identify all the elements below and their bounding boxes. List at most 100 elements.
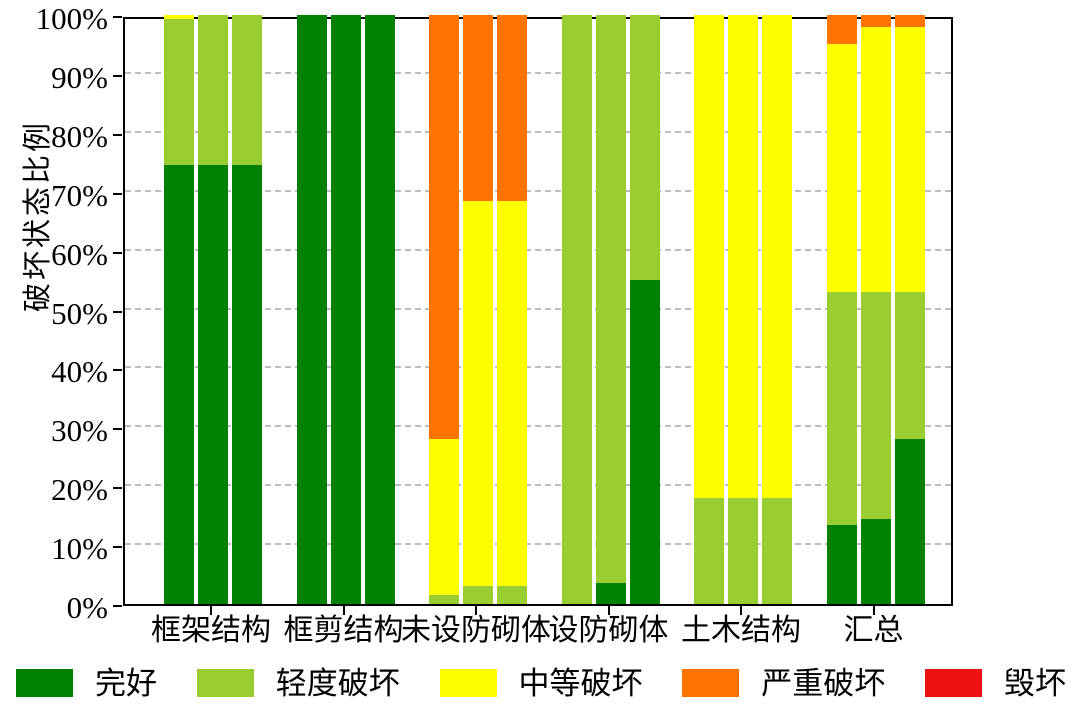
legend-item-严重破坏: 严重破坏 — [682, 668, 885, 699]
x-tick-mark — [872, 606, 875, 615]
x-tick-label: 设防砌体 — [548, 614, 669, 647]
bar-segment-完好 — [364, 15, 395, 604]
legend-item-完好: 完好 — [16, 668, 157, 699]
x-tick-mark — [210, 606, 212, 615]
bar-segment-中等破坏 — [762, 15, 792, 498]
bar-segment-轻度破坏 — [728, 497, 758, 604]
legend-item-轻度破坏: 轻度破坏 — [196, 665, 400, 701]
y-tick-mark — [113, 74, 122, 77]
bar-segment-完好 — [595, 583, 626, 604]
bar-segment-轻度破坏 — [629, 15, 660, 281]
y-tick-mark — [113, 310, 122, 313]
x-tick-mark — [740, 606, 742, 615]
x-tick-label: 框架结构 — [151, 614, 271, 647]
bar-segment-完好 — [894, 439, 925, 604]
y-tick-label: 30% — [51, 413, 108, 449]
bar-segment-完好 — [826, 524, 857, 604]
y-tick-label: 20% — [51, 472, 108, 508]
bar-segment-中等破坏 — [429, 439, 459, 596]
x-tick-label: 土木结构 — [681, 614, 801, 647]
legend-label: 严重破坏 — [761, 665, 886, 701]
y-tick-mark — [113, 487, 122, 490]
legend-swatch-中等破坏 — [439, 669, 497, 697]
bar-segment-中等破坏 — [894, 26, 925, 292]
legend-swatch-严重破坏 — [682, 669, 740, 697]
gridline-60 — [125, 248, 951, 251]
y-tick-label: 70% — [51, 177, 108, 213]
bar-segment-轻度破坏 — [694, 497, 724, 604]
bar-segment-严重破坏 — [463, 15, 493, 201]
x-tick-label: 汇总 — [843, 614, 904, 647]
y-tick-label: 100% — [35, 1, 108, 36]
bar-segment-轻度破坏 — [429, 595, 459, 604]
x-tick-mark — [342, 606, 345, 615]
bar-segment-完好 — [629, 280, 660, 604]
legend-label: 毁坏 — [1004, 665, 1066, 701]
y-tick-mark — [113, 192, 122, 195]
bar-segment-轻度破坏 — [497, 586, 527, 604]
bar-segment-严重破坏 — [497, 15, 527, 201]
bar-segment-严重破坏 — [860, 15, 891, 27]
x-tick-label: 框剪结构 — [283, 614, 404, 647]
bar-segment-中等破坏 — [164, 15, 194, 20]
y-tick-mark — [113, 428, 122, 431]
y-tick-label: 50% — [51, 295, 108, 331]
bar-segment-轻度破坏 — [232, 15, 262, 166]
bar-segment-轻度破坏 — [762, 497, 792, 604]
gridline-70 — [125, 189, 951, 192]
bar-segment-轻度破坏 — [894, 291, 925, 440]
y-tick-mark — [113, 369, 122, 372]
bar-segment-完好 — [198, 165, 228, 604]
legend: 完好 轻度破坏 中等破坏 严重破坏 毁坏 — [16, 662, 1066, 704]
y-tick-label: 0% — [66, 590, 108, 625]
y-tick-label: 60% — [51, 236, 108, 272]
gridline-20 — [125, 484, 951, 487]
gridline-90 — [125, 71, 951, 74]
gridline-50 — [125, 307, 951, 310]
bar-segment-轻度破坏 — [595, 15, 626, 584]
y-tick-mark — [113, 251, 122, 254]
gridline-10 — [125, 543, 951, 546]
y-tick-mark — [113, 16, 122, 18]
bar-segment-轻度破坏 — [860, 291, 891, 519]
x-tick-label: 未设防砌体 — [401, 614, 551, 647]
legend-swatch-毁坏 — [925, 669, 982, 697]
plot-area — [123, 15, 953, 606]
bar-segment-轻度破坏 — [561, 15, 592, 604]
bar-segment-严重破坏 — [826, 15, 857, 45]
gridline-30 — [125, 425, 951, 428]
bar-segment-完好 — [330, 15, 361, 604]
bar-segment-中等破坏 — [694, 15, 724, 498]
y-tick-mark — [113, 605, 122, 607]
y-tick-mark — [113, 133, 122, 136]
y-tick-label: 90% — [51, 59, 108, 95]
bar-segment-轻度破坏 — [463, 586, 493, 604]
bar-segment-中等破坏 — [728, 15, 758, 498]
bar-segment-严重破坏 — [429, 15, 459, 440]
legend-item-中等破坏: 中等破坏 — [439, 665, 643, 701]
bar-segment-完好 — [232, 165, 262, 604]
y-tick-label: 80% — [51, 118, 108, 154]
bar-segment-轻度破坏 — [164, 19, 194, 166]
bar-segment-完好 — [164, 165, 194, 604]
bar-segment-完好 — [296, 15, 327, 604]
x-tick-mark — [607, 606, 610, 615]
y-tick-mark — [113, 546, 122, 549]
legend-swatch-完好 — [16, 669, 73, 697]
bar-segment-严重破坏 — [894, 15, 925, 27]
bar-segment-完好 — [860, 518, 891, 604]
bar-segment-中等破坏 — [497, 200, 527, 587]
x-tick-mark — [475, 606, 477, 615]
gridline-80 — [125, 130, 951, 133]
legend-label: 轻度破坏 — [275, 665, 400, 701]
bar-segment-中等破坏 — [860, 26, 891, 292]
bar-segment-中等破坏 — [463, 200, 493, 587]
legend-label: 中等破坏 — [518, 665, 643, 701]
legend-label: 完好 — [95, 665, 157, 701]
legend-swatch-轻度破坏 — [196, 669, 254, 697]
bar-segment-轻度破坏 — [826, 291, 857, 525]
legend-item-毁坏: 毁坏 — [925, 668, 1066, 699]
y-tick-label: 40% — [51, 354, 108, 390]
bar-segment-中等破坏 — [826, 44, 857, 292]
